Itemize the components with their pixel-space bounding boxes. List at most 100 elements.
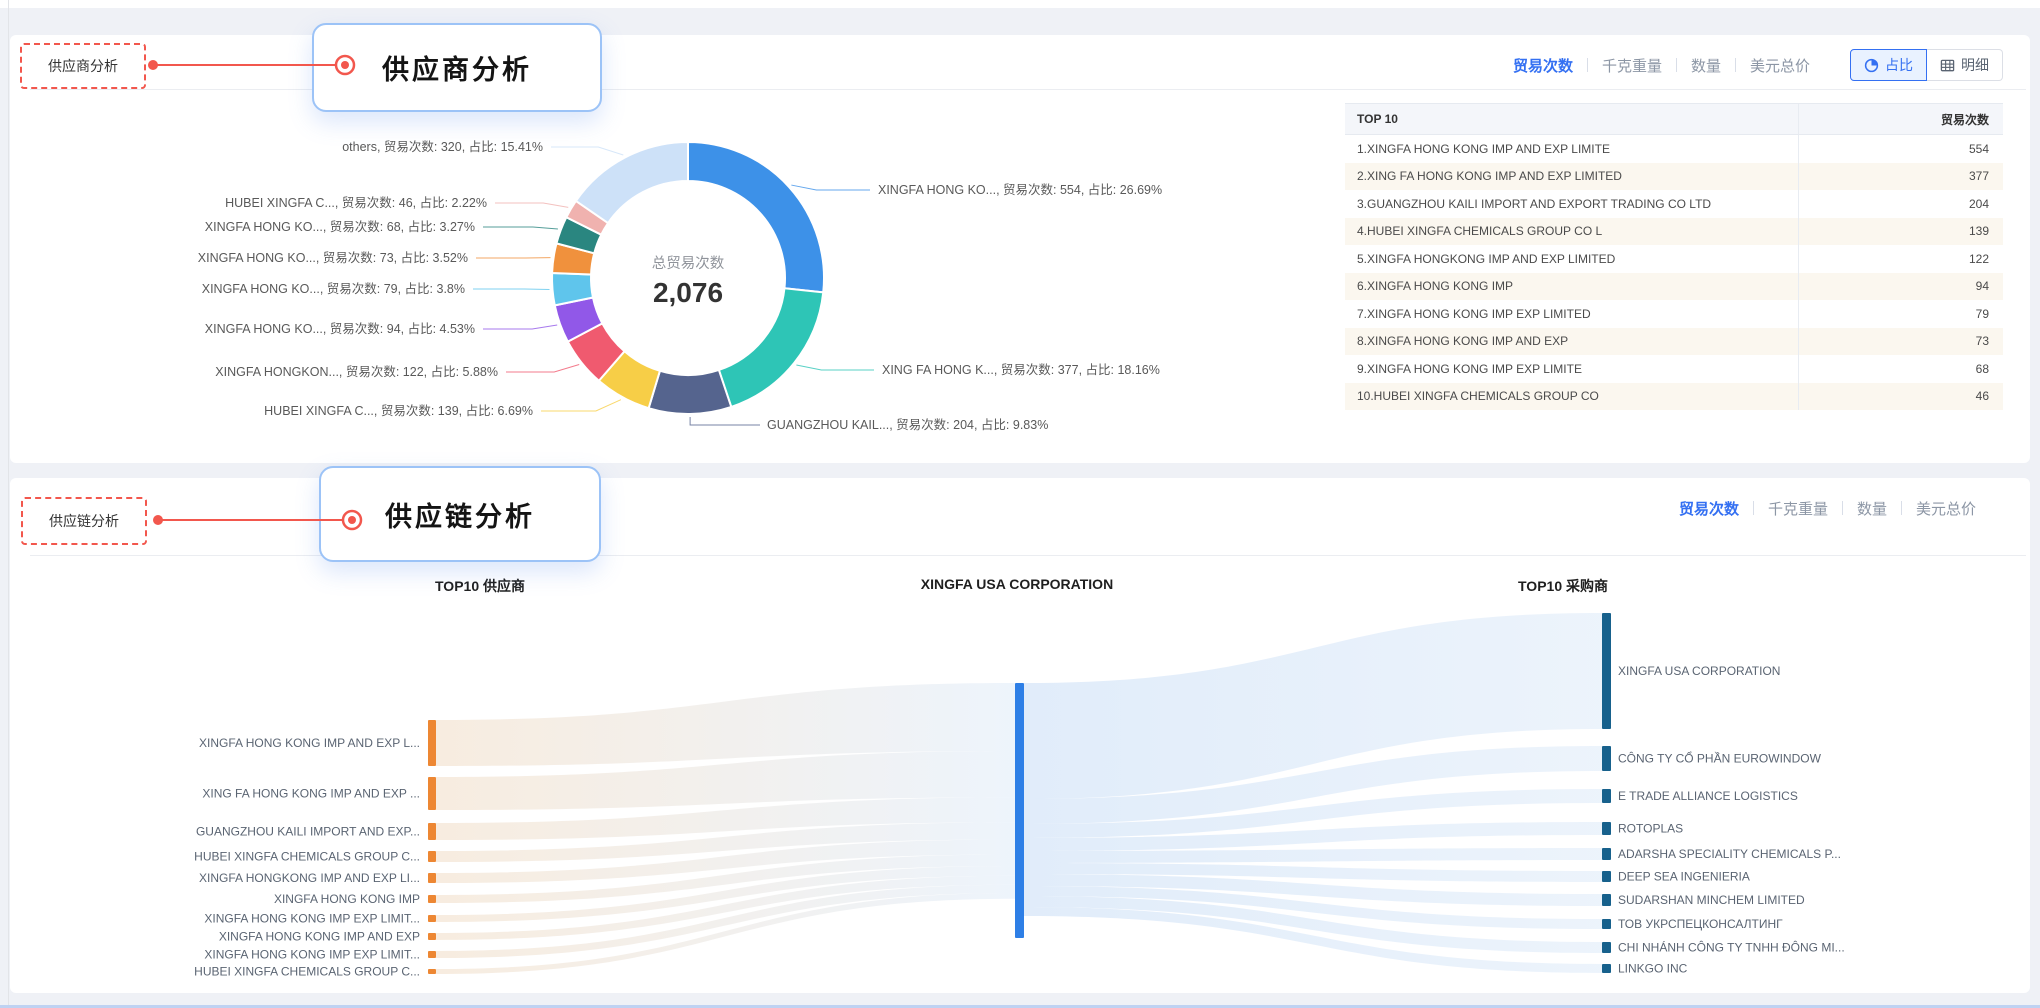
trade-count-cell: 139 (1798, 217, 2003, 245)
donut-label-leader (541, 399, 622, 412)
supplychain-section-tag: 供应链分析 (21, 497, 147, 545)
sankey-node-LINKGO INC[interactable] (1602, 964, 1611, 973)
supplier-callout-connector (148, 54, 356, 76)
sankey-flow (436, 875, 1015, 940)
table-icon (1940, 59, 1955, 71)
metric-tab-2[interactable]: 千克重量 (1767, 500, 1828, 518)
supplier-tag-label: 供应商分析 (48, 58, 118, 74)
detail-view-button[interactable]: 明细 (1927, 49, 2003, 81)
sankey-node-GUANGZHOU KAILI IMPORT AND EXP...[interactable] (428, 823, 436, 840)
table-row: 3.GUANGZHOU KAILI IMPORT AND EXPORT TRAD… (1345, 190, 2003, 218)
sankey-node-label: CHI NHÁNH CÔNG TY TNHH ĐÔNG MI... (1618, 940, 1845, 955)
table-row: 5.XINGFA HONGKONG IMP AND EXP LIMITED 122 (1345, 245, 2003, 273)
sankey-flow (1024, 746, 1602, 824)
table-row: 6.XINGFA HONG KONG IMP 94 (1345, 272, 2003, 300)
sankey-flow (436, 751, 1015, 810)
sankey-flow (1024, 613, 1602, 799)
sankey-node-CÔNG TY CỔ PHẦN EUROWINDOW[interactable] (1602, 746, 1611, 771)
connector-dot (148, 60, 158, 70)
tab-separator (1675, 58, 1677, 72)
connector-dot (153, 515, 163, 525)
sankey-node-label: XING FA HONG KONG IMP AND EXP ... (202, 787, 420, 801)
sankey-node-XINGFA HONG KONG IMP EXP LIMIT...[interactable] (428, 951, 436, 958)
metric-tab-4[interactable]: 美元总价 (1915, 500, 1976, 518)
sankey-node-DEEP SEA INGENIERIA[interactable] (1602, 871, 1611, 882)
supplier-callout: 供应商分析 (312, 23, 602, 112)
sankey-flow (436, 822, 1015, 862)
supplier-donut-chart: XINGFA HONG KO..., 贸易次数: 554, 占比: 26.69%… (198, 139, 1162, 432)
sankey-node-label: XINGFA HONG KONG IMP EXP LIMIT... (204, 948, 420, 962)
tab-separator (1734, 58, 1736, 72)
supplychain-callout-title: 供应链分析 (385, 501, 535, 532)
sankey-node-label: ROTOPLAS (1618, 822, 1683, 836)
supplychain-callout-connector (153, 509, 363, 531)
supplychain-metric-tabs: 贸易次数 千克重量 数量 美元总价 (1665, 493, 1990, 523)
sankey-node-ROTOPLAS[interactable] (1602, 822, 1611, 835)
metric-tab-list: 贸易次数 千克重量 数量 美元总价 (1665, 498, 1990, 519)
sankey-flow (1024, 907, 1602, 973)
sankey-flow (1024, 822, 1602, 851)
sankey-node-label: XINGFA USA CORPORATION (1618, 664, 1780, 678)
trade-count-cell: 46 (1798, 382, 2003, 410)
donut-slice-label: HUBEI XINGFA C..., 贸易次数: 46, 占比: 2.22% (225, 195, 487, 210)
donut-slice-label: XINGFA HONG KO..., 贸易次数: 68, 占比: 3.27% (205, 219, 475, 234)
sankey-node-ADARSHA SPECIALITY CHEMICALS P...[interactable] (1602, 848, 1611, 860)
metric-tab-3[interactable]: 数量 (1690, 57, 1721, 75)
donut-label-leader (495, 202, 569, 208)
trade-count-cell: 73 (1798, 327, 2003, 355)
sankey-node-label: XINGFA HONGKONG IMP AND EXP LI... (199, 871, 420, 885)
sankey-node-label: HUBEI XINGFA CHEMICALS GROUP C... (194, 850, 420, 864)
metric-tab-2[interactable]: 千克重量 (1601, 57, 1662, 75)
donut-slice-label: HUBEI XINGFA C..., 贸易次数: 139, 占比: 6.69% (264, 403, 533, 418)
company-name-cell: 6.XINGFA HONG KONG IMP (1357, 279, 1514, 294)
table-row: 1.XINGFA HONG KONG IMP AND EXP LIMITE 554 (1345, 135, 2003, 163)
donut-slice-label: others, 贸易次数: 320, 占比: 15.41% (342, 139, 543, 154)
sankey-node-XINGFA HONGKONG IMP AND EXP LI...[interactable] (428, 873, 436, 883)
metric-tab-1[interactable]: 贸易次数 (1678, 500, 1739, 518)
trade-count-cell: 94 (1798, 272, 2003, 300)
company-name-cell: 9.XINGFA HONG KONG IMP EXP LIMITE (1357, 361, 1582, 376)
sankey-node-XINGFA USA CORPORATION[interactable] (1015, 683, 1024, 938)
supplier-section-tag: 供应商分析 (20, 43, 146, 89)
donut-slice-XING FA HONG K...[interactable] (717, 287, 825, 408)
donut-slice-label: XINGFA HONG KO..., 贸易次数: 79, 占比: 3.8% (202, 281, 465, 296)
supplier-callout-title: 供应商分析 (382, 55, 532, 85)
sankey-node-XINGFA HONG KONG IMP AND EXP[interactable] (428, 933, 436, 940)
metric-tab-1[interactable]: 贸易次数 (1512, 57, 1573, 75)
sankey-flow (1024, 789, 1602, 838)
view-toggle-group: 占比 明细 (1850, 49, 2003, 81)
sankey-node-XING FA HONG KONG IMP AND EXP ...[interactable] (428, 777, 436, 810)
sankey-node-HUBEI XINGFA CHEMICALS GROUP C...[interactable] (428, 851, 436, 862)
sankey-flow (436, 683, 1015, 766)
company-name-cell: 10.HUBEI XINGFA CHEMICALS GROUP CO (1357, 389, 1599, 404)
pie-chart-icon (1864, 58, 1879, 72)
sankey-node-E TRADE ALLIANCE LOGISTICS[interactable] (1602, 789, 1611, 803)
ratio-view-button[interactable]: 占比 (1850, 49, 1927, 81)
donut-slice-others[interactable] (574, 141, 689, 225)
metric-tab-3[interactable]: 数量 (1856, 500, 1887, 518)
sankey-node-XINGFA HONG KONG IMP AND EXP L...[interactable] (428, 720, 436, 766)
sankey-node-label: LINKGO INC (1618, 962, 1688, 976)
supplychain-sankey-chart: XINGFA HONG KONG IMP AND EXP L... XING FA… (194, 613, 1845, 979)
sankey-node-CHI NHÁNH CÔNG TY TNHH ĐÔNG MI...[interactable] (1602, 942, 1611, 953)
sankey-node-label: XINGFA HONG KONG IMP EXP LIMIT... (204, 912, 420, 926)
sankey-node-XINGFA HONG KONG IMP[interactable] (428, 895, 436, 903)
supplychain-tag-label: 供应链分析 (49, 513, 119, 529)
metric-tab-4[interactable]: 美元总价 (1749, 57, 1810, 75)
sankey-node-XINGFA USA CORPORATION[interactable] (1602, 613, 1611, 729)
sankey-flow (1024, 874, 1602, 906)
donut-label-leader (483, 226, 558, 230)
supplier-metric-tabs: 贸易次数 千克重量 数量 美元总价 占比 明细 (1499, 49, 2003, 81)
sankey-node-label: CÔNG TY CỔ PHẦN EUROWINDOW (1618, 751, 1822, 766)
sankey-node-ТОВ УКРСПЕЦКОНСАЛТИНГ[interactable] (1602, 919, 1611, 929)
donut-slice-GUANGZHOU KAIL...[interactable] (647, 368, 733, 415)
table-row: 10.HUBEI XINGFA CHEMICALS GROUP CO 46 (1345, 382, 2003, 410)
sankey-node-label: DEEP SEA INGENIERIA (1618, 870, 1750, 884)
sankey-flow (436, 866, 1015, 922)
sankey-node-HUBEI XINGFA CHEMICALS GROUP C...[interactable] (428, 969, 436, 974)
trade-count-cell: 68 (1798, 355, 2003, 383)
sankey-node-label: ADARSHA SPECIALITY CHEMICALS P... (1618, 847, 1841, 861)
sankey-node-XINGFA HONG KONG IMP EXP LIMIT...[interactable] (428, 915, 436, 922)
sankey-node-label: E TRADE ALLIANCE LOGISTICS (1618, 789, 1798, 803)
sankey-node-SUDARSHAN MINCHEM LIMITED[interactable] (1602, 894, 1611, 906)
